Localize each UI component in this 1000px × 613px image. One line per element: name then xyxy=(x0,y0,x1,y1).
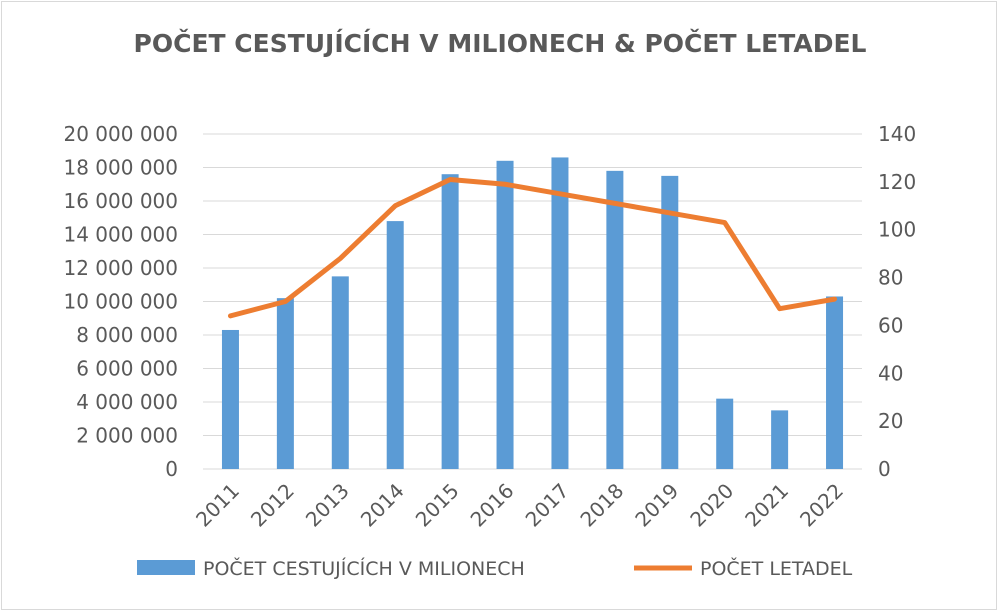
bar xyxy=(386,221,404,469)
bar xyxy=(826,296,844,469)
chart-title: POČET CESTUJÍCÍCH V MILIONECH & POČET LE… xyxy=(134,28,867,58)
y-left-tick-label: 14 000 000 xyxy=(63,223,178,247)
bar xyxy=(716,398,734,469)
y-left-tick-label: 10 000 000 xyxy=(63,290,178,314)
y-left-tick-label: 20 000 000 xyxy=(63,122,178,146)
line-path xyxy=(227,176,838,319)
bar xyxy=(606,170,624,469)
y-left-tick-label: 4 000 000 xyxy=(76,390,178,414)
x-tick-label: 2017 xyxy=(521,479,574,532)
bar xyxy=(221,329,239,469)
x-tick-label: 2021 xyxy=(740,479,793,532)
x-tick-label: 2022 xyxy=(795,479,848,532)
line-series xyxy=(227,176,838,319)
line-point xyxy=(338,256,342,260)
y-right-tick-label: 140 xyxy=(878,122,916,146)
line-point xyxy=(668,211,672,215)
y-left-tick-label: 18 000 000 xyxy=(63,156,178,180)
y-left-tick-label: 2 000 000 xyxy=(76,424,178,448)
x-tick-label: 2018 xyxy=(575,479,628,532)
bar-series xyxy=(221,157,844,470)
y-right-tick-label: 60 xyxy=(878,313,903,337)
line-point xyxy=(283,300,287,303)
bar xyxy=(276,298,294,469)
x-tick-label: 2012 xyxy=(246,479,299,532)
y-right-tick-labels: 0 20 40 60 80 100 120 140 xyxy=(878,122,916,481)
x-tick-label: 2011 xyxy=(191,479,244,532)
legend: POČET CESTUJÍCÍCH V MILIONECH POČET LETA… xyxy=(137,556,853,580)
x-tick-label: 2015 xyxy=(411,479,464,532)
y-left-tick-label: 12 000 000 xyxy=(63,256,178,280)
bar xyxy=(771,410,789,469)
bar xyxy=(661,175,679,469)
bar xyxy=(331,276,349,469)
y-right-tick-label: 20 xyxy=(878,409,903,433)
line-point xyxy=(723,221,727,225)
line-point xyxy=(228,314,232,318)
y-right-tick-label: 100 xyxy=(878,218,916,242)
y-right-tick-label: 0 xyxy=(878,457,891,481)
legend-bar-label: POČET CESTUJÍCÍCH V MILIONECH xyxy=(203,556,525,580)
line-point xyxy=(778,307,782,311)
line-point xyxy=(448,177,452,181)
y-left-tick-label: 6 000 000 xyxy=(76,357,178,381)
x-tick-label: 2019 xyxy=(630,479,683,532)
x-tick-label: 2014 xyxy=(356,479,409,532)
y-left-tick-label: 16 000 000 xyxy=(63,189,178,213)
x-tick-label: 2020 xyxy=(685,479,738,532)
legend-line-label: POČET LETADEL xyxy=(700,556,853,580)
bar xyxy=(551,157,569,469)
y-right-tick-label: 80 xyxy=(878,266,903,290)
line-point xyxy=(833,297,837,301)
y-left-tick-label: 0 xyxy=(165,457,178,481)
legend-bar-swatch xyxy=(137,560,195,575)
line-point xyxy=(393,204,397,208)
line-point xyxy=(613,201,617,205)
x-tick-label: 2016 xyxy=(466,479,519,532)
gridlines xyxy=(203,133,862,470)
y-left-tick-labels: 0 2 000 000 4 000 000 6 000 000 8 000 000 10 … xyxy=(63,122,178,481)
x-tick-labels: 2011 2012 2013 2014 2015 2016 2017 2018 2019 2020… xyxy=(191,479,848,532)
y-right-tick-label: 40 xyxy=(878,361,903,385)
y-left-tick-label: 8 000 000 xyxy=(76,323,178,347)
bar xyxy=(441,174,459,469)
x-tick-label: 2013 xyxy=(301,479,354,532)
line-point xyxy=(503,182,507,186)
y-right-tick-label: 120 xyxy=(878,170,916,194)
line-point xyxy=(558,192,562,196)
bar xyxy=(496,160,514,470)
